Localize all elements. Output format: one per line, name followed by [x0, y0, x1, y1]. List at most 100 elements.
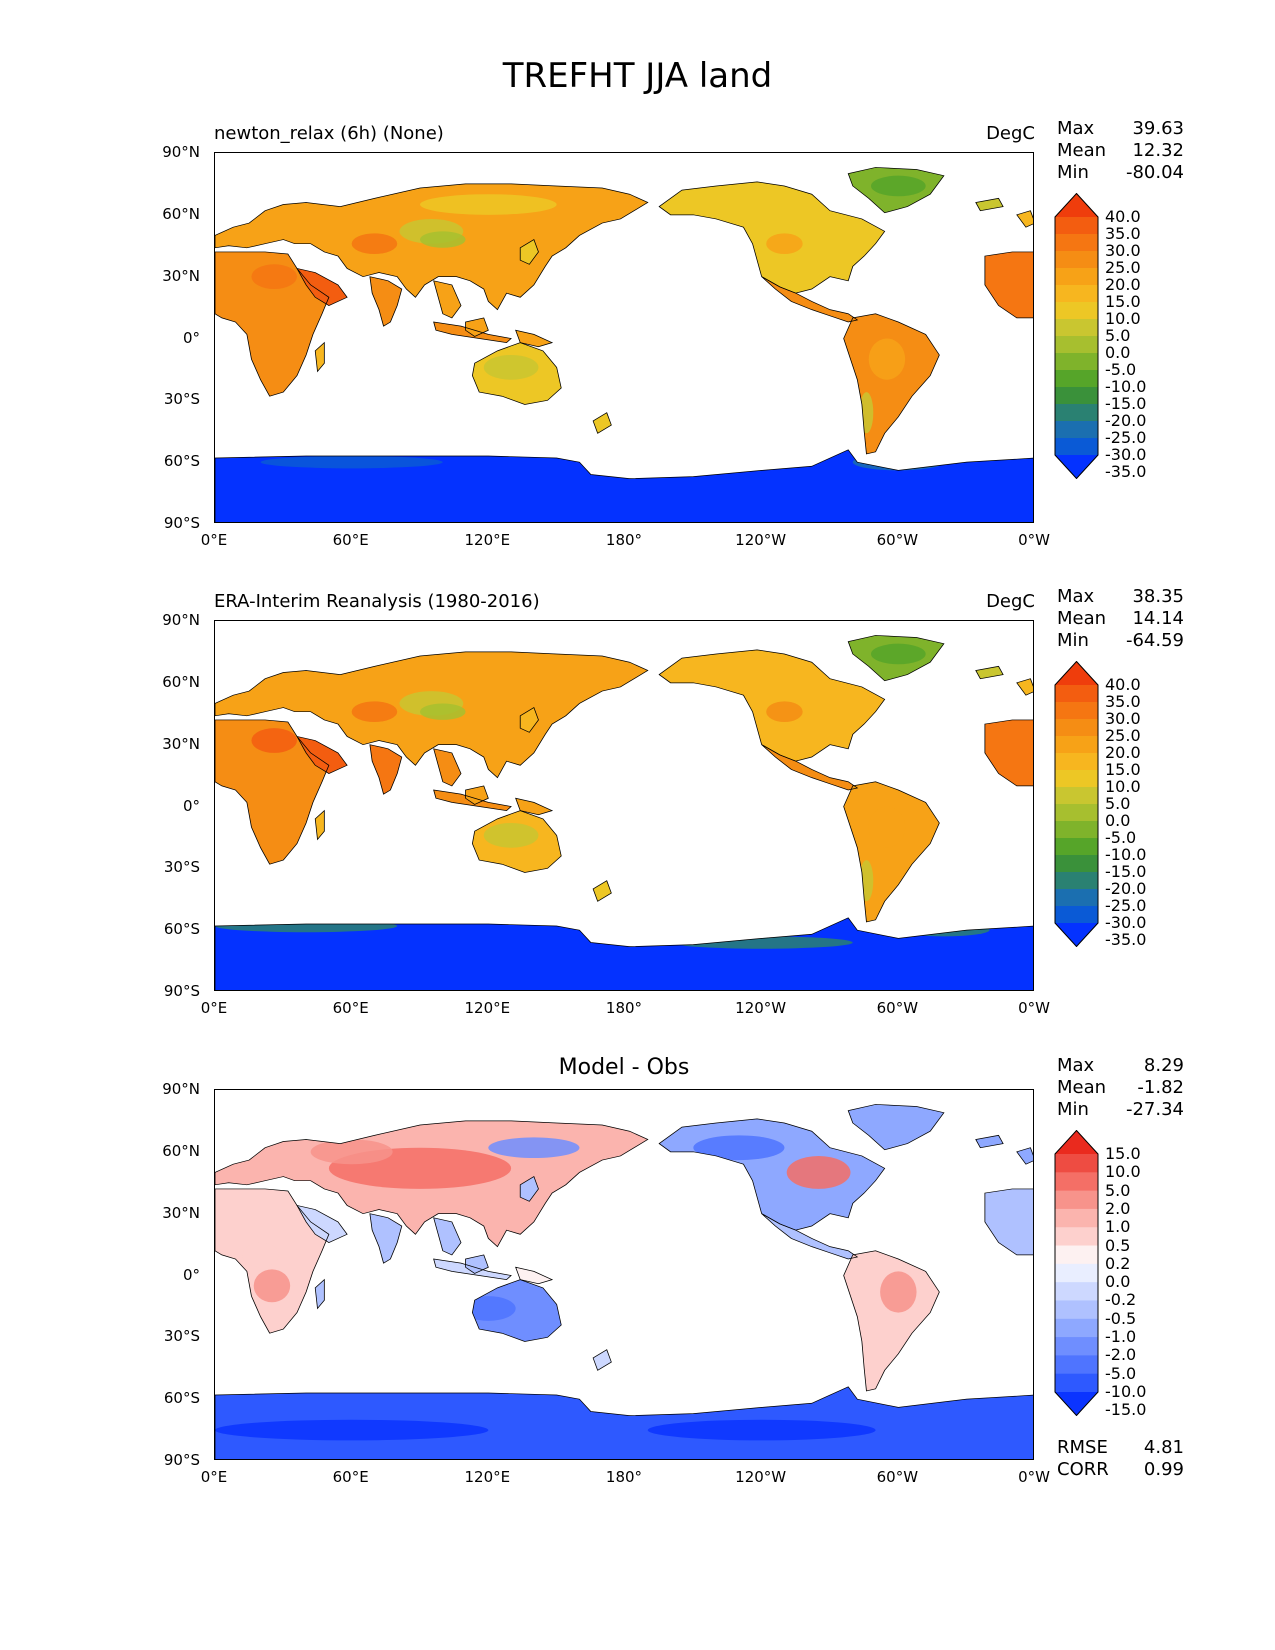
land-greenland: [848, 1104, 944, 1150]
colorbar-tick-label: 2.0: [1105, 1198, 1131, 1218]
land-antarctica: [215, 449, 1033, 522]
lon-tick-label: 0°W: [1018, 531, 1050, 549]
panel-model: newton_relax (6h) (None) DegC Max 39.63 M…: [0, 118, 1275, 568]
contour-blob: [310, 1139, 393, 1165]
coastline-antarctica: [215, 1386, 1033, 1459]
contour-blob: [215, 919, 398, 933]
contour-blob: [251, 728, 297, 753]
coastline-greenland: [847, 635, 945, 682]
colorbar-segment: [1055, 1392, 1098, 1416]
panel-title: Model - Obs: [558, 1055, 690, 1080]
corr-value: 0.99: [1143, 1459, 1184, 1480]
contour-blob: [898, 923, 990, 937]
colorbar-tick-label: -2.0: [1105, 1345, 1137, 1365]
colorbar-segment: [1055, 387, 1098, 405]
colorbar-tick-label: 15.0: [1105, 1144, 1141, 1163]
coastline-borneo: [465, 317, 489, 337]
stat-mean: -1.82: [1137, 1077, 1184, 1098]
coastline-antarctica: [215, 449, 1033, 522]
map-svg: [215, 1104, 1033, 1459]
contour-blob: [351, 233, 398, 254]
lat-tick-label: 30°N: [162, 734, 200, 753]
coastline-australia: [471, 1279, 562, 1342]
stat-mean-label: Mean: [1057, 140, 1107, 161]
panel-units: DegC: [986, 123, 1035, 144]
coastline-japan: [519, 707, 539, 733]
coastline-greenland: [847, 167, 945, 214]
map-diff: [214, 1089, 1034, 1460]
coastline-camerica: [761, 1213, 859, 1260]
stat-mean: 14.14: [1132, 608, 1184, 629]
colorbar-segment: [1055, 661, 1098, 685]
contour-blob: [871, 643, 926, 665]
land-australia: [472, 1279, 562, 1342]
land-arabia: [297, 1205, 348, 1243]
coastline-indonesia: [433, 789, 512, 812]
lon-tick-label: 60°E: [332, 999, 369, 1017]
contour-blob: [766, 701, 803, 722]
contour-blob: [766, 233, 803, 254]
lat-tick-label: 30°S: [163, 858, 200, 877]
colorbar-tick-label: 25.0: [1105, 258, 1141, 277]
land-png: [515, 1267, 553, 1284]
stat-min: -64.59: [1125, 630, 1184, 651]
corr-label: CORR: [1057, 1459, 1109, 1480]
lon-tick-label: 120°W: [735, 1468, 787, 1486]
coastline-nz: [592, 880, 612, 902]
land-africa: [215, 719, 329, 865]
contour-blob: [253, 1269, 291, 1303]
colorbar-tick-label: 5.0: [1105, 794, 1131, 813]
coastline-australia: [471, 342, 562, 405]
contour-blob: [420, 194, 557, 215]
colorbar-segment: [1055, 268, 1098, 286]
land-uk: [1016, 210, 1033, 228]
stat-min-label: Min: [1057, 630, 1089, 651]
colorbar-tick-label: 1.0: [1105, 1217, 1131, 1237]
land-seasia: [433, 280, 461, 318]
land-madagascar: [315, 1279, 325, 1309]
coastline-png: [515, 329, 554, 348]
lat-tick-label: 60°N: [162, 1141, 200, 1160]
lat-tick-label: 30°S: [163, 390, 200, 409]
lat-tick-label: 90°N: [162, 611, 200, 629]
colorbar-tick-label: 15.0: [1105, 292, 1141, 311]
colorbar-segment: [1055, 404, 1098, 422]
land-uk: [1016, 678, 1033, 696]
coastline-namerica: [658, 181, 886, 294]
coastline-wafrica: [984, 1188, 1033, 1256]
land-wafrica: [984, 1188, 1033, 1255]
colorbar-segment: [1055, 1337, 1098, 1356]
coastline-eurasia: [215, 1120, 649, 1248]
coastline-png: [515, 797, 554, 816]
lon-tick-label: 120°W: [735, 999, 787, 1017]
colorbar-segment: [1055, 821, 1098, 839]
colorbar-tick-label: 40.0: [1105, 675, 1141, 694]
lat-tick-label: 90°S: [163, 982, 200, 1000]
colorbar-segment: [1055, 370, 1098, 388]
lat-tick-label: 60°N: [162, 672, 200, 691]
stat-min: -27.34: [1125, 1099, 1184, 1120]
colorbar-tick-label: -1.0: [1105, 1327, 1137, 1347]
colorbar-segment: [1055, 234, 1098, 252]
coastline-madagascar: [314, 809, 325, 841]
coastline-samerica: [843, 781, 940, 923]
coastline-samerica: [843, 313, 940, 455]
colorbar-segment: [1055, 719, 1098, 737]
colorbar-segment: [1055, 1282, 1098, 1301]
rmse-value: 4.81: [1143, 1437, 1184, 1458]
coastline-arabia: [296, 1204, 348, 1243]
colorbar-segment: [1055, 1227, 1098, 1247]
colorbar-tick-label: -0.5: [1105, 1308, 1137, 1328]
colorbar-tick-label: -10.0: [1105, 377, 1147, 396]
colorbar-segment: [1055, 302, 1098, 320]
coastline-uk: [1016, 1147, 1033, 1165]
colorbar-segment: [1055, 855, 1098, 873]
colorbar-tick-label: -30.0: [1105, 913, 1147, 932]
land-india: [369, 744, 402, 795]
lon-tick-label: 0°E: [200, 999, 228, 1017]
stat-max-label: Max: [1057, 586, 1095, 607]
colorbar-segment: [1055, 1373, 1098, 1393]
stat-mean-label: Mean: [1057, 1077, 1107, 1098]
land-png: [515, 798, 553, 815]
colorbar: [1054, 193, 1099, 479]
